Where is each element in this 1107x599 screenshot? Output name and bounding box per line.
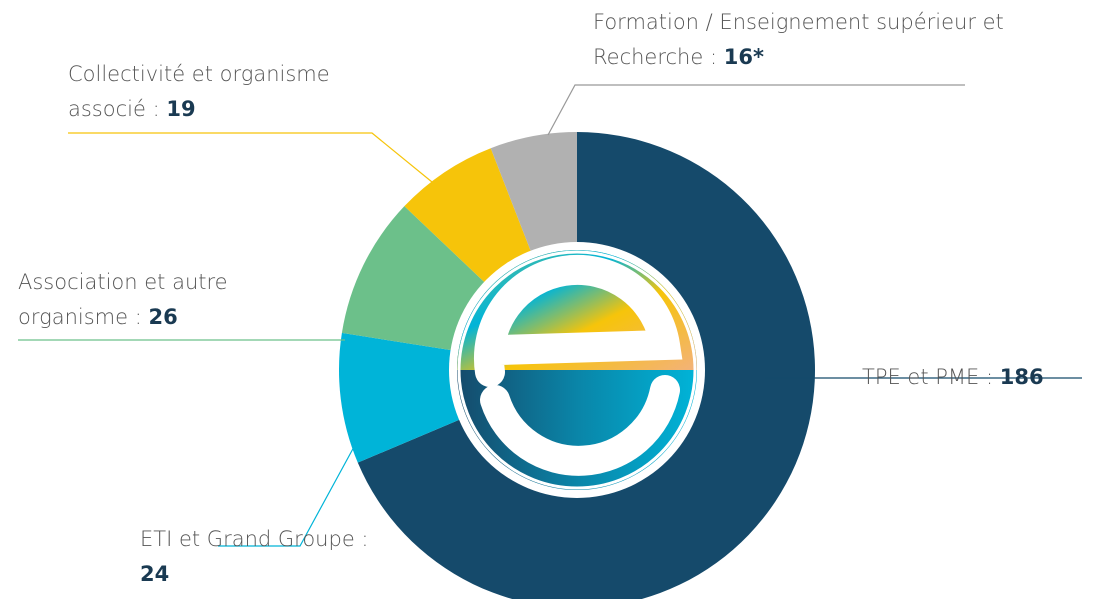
category-label: Collectivité et organisme associé : bbox=[68, 62, 330, 121]
logo-edge bbox=[457, 250, 697, 490]
category-label: ETI et Grand Groupe : bbox=[140, 527, 369, 551]
slice-label: Collectivité et organisme associé : 19 bbox=[68, 57, 408, 127]
value-label: 19 bbox=[166, 97, 196, 121]
value-label: 186 bbox=[999, 365, 1044, 389]
category-label: TPE et PME : bbox=[862, 365, 994, 389]
leader-lines bbox=[18, 84, 1082, 547]
slice-label: ETI et Grand Groupe : 24 bbox=[140, 522, 390, 592]
slice-label: TPE et PME : 186 bbox=[862, 360, 1102, 395]
value-label: 26 bbox=[148, 305, 178, 329]
leader-line bbox=[68, 132, 433, 183]
value-label: 24 bbox=[140, 562, 170, 586]
category-label: Formation / Enseignement supérieur et Re… bbox=[593, 10, 1004, 69]
slice-label: Formation / Enseignement supérieur et Re… bbox=[593, 5, 1013, 75]
logo bbox=[449, 242, 705, 498]
value-label: 16* bbox=[723, 45, 764, 69]
leader-line bbox=[547, 84, 965, 136]
leader-line bbox=[218, 444, 356, 547]
slice-label: Association et autre organisme : 26 bbox=[18, 265, 328, 335]
category-label: Association et autre organisme : bbox=[18, 270, 228, 329]
logo-e bbox=[473, 254, 683, 476]
